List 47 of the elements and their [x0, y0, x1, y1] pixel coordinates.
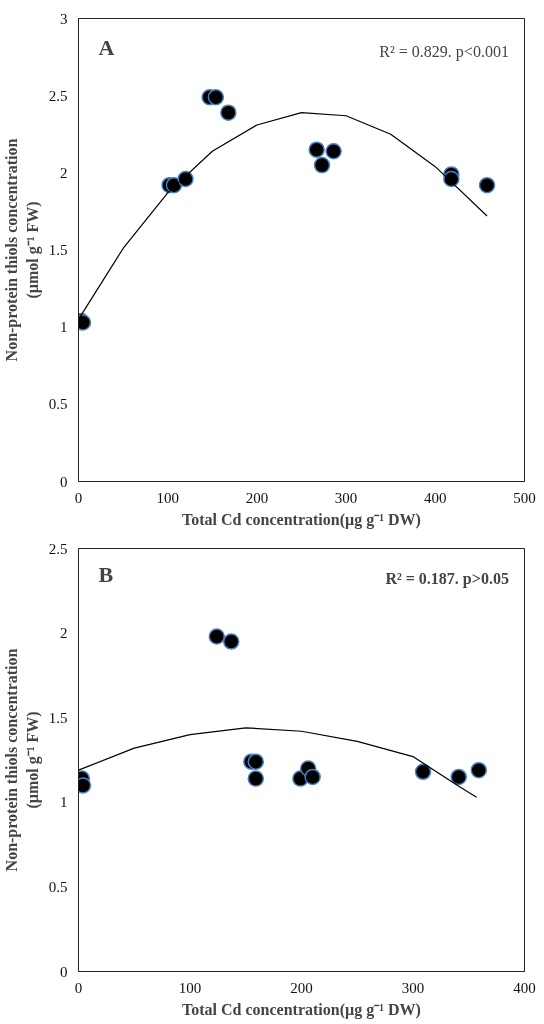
annotation: R² = 0.187. p>0.05	[385, 569, 509, 588]
point	[450, 768, 467, 786]
x-tick-label: 100	[156, 489, 179, 506]
x-tick-label: 300	[334, 489, 358, 506]
point	[247, 753, 265, 770]
y-tick-label: 1	[60, 794, 68, 811]
y-tick-label: 2.5	[48, 87, 68, 104]
y-tick-label: 0.5	[48, 396, 68, 413]
y-tick-label: 2	[60, 164, 68, 181]
point	[223, 633, 240, 650]
y-tick-label: 1.5	[48, 709, 68, 726]
y-tick-label: 2.5	[48, 540, 68, 557]
annotation: B	[98, 561, 114, 587]
x-tick-label: 400	[513, 979, 536, 996]
line-series	[78, 727, 478, 798]
x-tick-label: 200	[290, 979, 313, 996]
point	[247, 770, 265, 787]
x-axis-title: Total Cd concentration(µg g⁻¹ DW)	[182, 1000, 421, 1019]
y-axis-title: Non-protein thiols concentration (µmol g⁻¹ FW)	[3, 138, 42, 362]
point	[313, 156, 331, 174]
y-tick-label: 2	[60, 625, 68, 642]
point	[207, 88, 225, 106]
y-tick-label: 1.5	[48, 242, 68, 258]
y-tick-label: 0	[60, 473, 68, 490]
y-tick-label: 1	[60, 319, 68, 336]
y-tick-label: 3	[60, 10, 68, 27]
point	[478, 176, 496, 194]
y-tick-label: 0	[60, 963, 68, 980]
annotation: A	[98, 35, 115, 61]
annotation: R² = 0.829. p<0.001	[379, 43, 509, 62]
point	[325, 142, 342, 160]
point	[414, 763, 432, 781]
x-tick-label: 200	[245, 489, 269, 506]
y-axis-title: Non-protein thiols concentration (µmol g⁻¹ FW)	[3, 648, 42, 872]
x-tick-label: 400	[424, 489, 447, 506]
y-tick-label: 0.5	[48, 878, 68, 895]
point	[208, 628, 226, 645]
x-tick-label: 500	[513, 489, 536, 506]
point	[304, 768, 321, 786]
x-tick-label: 0	[74, 489, 83, 506]
x-axis-title: Total Cd concentration(µg g⁻¹ DW)	[182, 510, 421, 529]
x-tick-label: 100	[178, 979, 202, 996]
point	[470, 761, 488, 779]
point	[308, 141, 325, 158]
point	[220, 104, 237, 121]
x-tick-label: 0	[74, 979, 83, 996]
x-tick-label: 300	[401, 979, 425, 996]
